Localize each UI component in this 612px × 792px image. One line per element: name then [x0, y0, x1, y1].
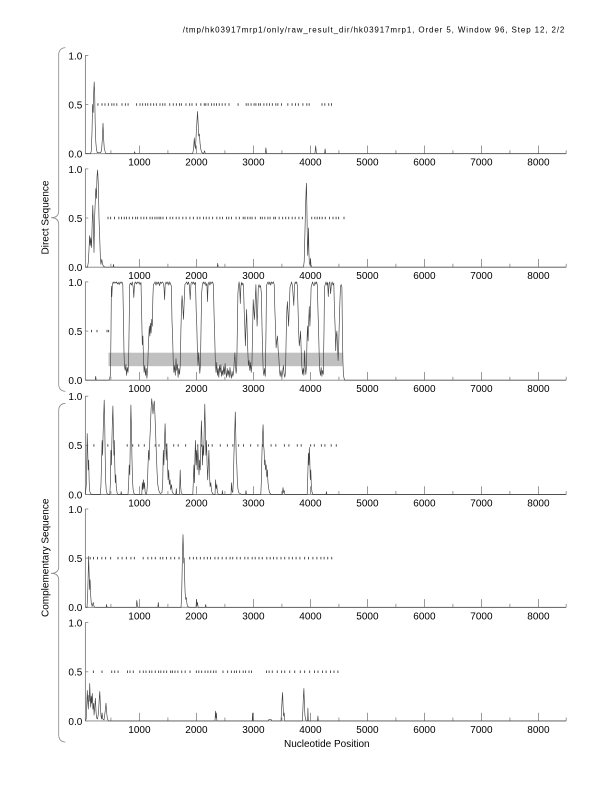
svg-text:0.5: 0.5 [68, 100, 82, 111]
svg-text:3000: 3000 [242, 611, 265, 622]
svg-text:0.5: 0.5 [68, 668, 82, 679]
svg-text:2000: 2000 [185, 271, 208, 282]
svg-text:1000: 1000 [128, 271, 151, 282]
svg-text:5000: 5000 [356, 611, 379, 622]
svg-text:6000: 6000 [413, 271, 436, 282]
svg-text:4000: 4000 [299, 384, 322, 395]
svg-text:3000: 3000 [242, 499, 265, 510]
svg-text:Complementary Sequence: Complementary Sequence [41, 498, 52, 617]
svg-text:0.0: 0.0 [68, 263, 82, 274]
svg-text:Direct Sequence: Direct Sequence [41, 180, 52, 254]
svg-text:8000: 8000 [527, 611, 550, 622]
svg-text:5000: 5000 [356, 271, 379, 282]
svg-text:5000: 5000 [356, 384, 379, 395]
svg-text:1.0: 1.0 [68, 392, 82, 403]
svg-text:6000: 6000 [413, 499, 436, 510]
svg-text:5000: 5000 [356, 499, 379, 510]
svg-text:0.5: 0.5 [68, 441, 82, 452]
svg-text:1.0: 1.0 [68, 619, 82, 630]
svg-text:2000: 2000 [185, 611, 208, 622]
svg-text:0.0: 0.0 [68, 490, 82, 501]
svg-text:8000: 8000 [527, 271, 550, 282]
svg-text:8000: 8000 [527, 725, 550, 736]
svg-text:4000: 4000 [299, 611, 322, 622]
svg-text:8000: 8000 [527, 499, 550, 510]
svg-text:0.0: 0.0 [68, 717, 82, 728]
svg-text:8000: 8000 [527, 384, 550, 395]
svg-text:7000: 7000 [470, 271, 493, 282]
svg-text:4000: 4000 [299, 499, 322, 510]
svg-text:0.0: 0.0 [68, 603, 82, 614]
svg-text:2000: 2000 [185, 158, 208, 169]
svg-text:7000: 7000 [470, 725, 493, 736]
svg-text:1000: 1000 [128, 384, 151, 395]
svg-text:0.5: 0.5 [68, 327, 82, 338]
svg-text:7000: 7000 [470, 499, 493, 510]
svg-text:0.5: 0.5 [68, 554, 82, 565]
svg-text:6000: 6000 [413, 384, 436, 395]
svg-text:3000: 3000 [242, 271, 265, 282]
svg-text:6000: 6000 [413, 158, 436, 169]
svg-text:Nucleotide Position: Nucleotide Position [284, 739, 370, 750]
svg-text:3000: 3000 [242, 384, 265, 395]
svg-text:2000: 2000 [185, 384, 208, 395]
svg-text:/tmp/hk03917mrp1/only/raw_resu: /tmp/hk03917mrp1/only/raw_result_dir/hk0… [183, 25, 566, 34]
svg-text:2000: 2000 [185, 725, 208, 736]
svg-text:1.0: 1.0 [68, 165, 82, 176]
svg-text:6000: 6000 [413, 725, 436, 736]
svg-text:8000: 8000 [527, 158, 550, 169]
svg-text:0.5: 0.5 [68, 214, 82, 225]
svg-text:0.0: 0.0 [68, 376, 82, 387]
svg-text:1000: 1000 [128, 499, 151, 510]
svg-text:5000: 5000 [356, 725, 379, 736]
svg-text:6000: 6000 [413, 611, 436, 622]
svg-text:2000: 2000 [185, 499, 208, 510]
svg-text:4000: 4000 [299, 725, 322, 736]
svg-text:7000: 7000 [470, 611, 493, 622]
svg-text:1000: 1000 [128, 725, 151, 736]
svg-text:1000: 1000 [128, 158, 151, 169]
svg-text:5000: 5000 [356, 158, 379, 169]
svg-text:7000: 7000 [470, 158, 493, 169]
svg-text:3000: 3000 [242, 725, 265, 736]
svg-text:7000: 7000 [470, 384, 493, 395]
svg-text:4000: 4000 [299, 271, 322, 282]
svg-text:1.0: 1.0 [68, 505, 82, 516]
svg-text:1.0: 1.0 [68, 278, 82, 289]
svg-text:0.0: 0.0 [68, 150, 82, 161]
svg-text:1.0: 1.0 [68, 51, 82, 62]
svg-text:3000: 3000 [242, 158, 265, 169]
svg-text:1000: 1000 [128, 611, 151, 622]
svg-text:4000: 4000 [299, 158, 322, 169]
